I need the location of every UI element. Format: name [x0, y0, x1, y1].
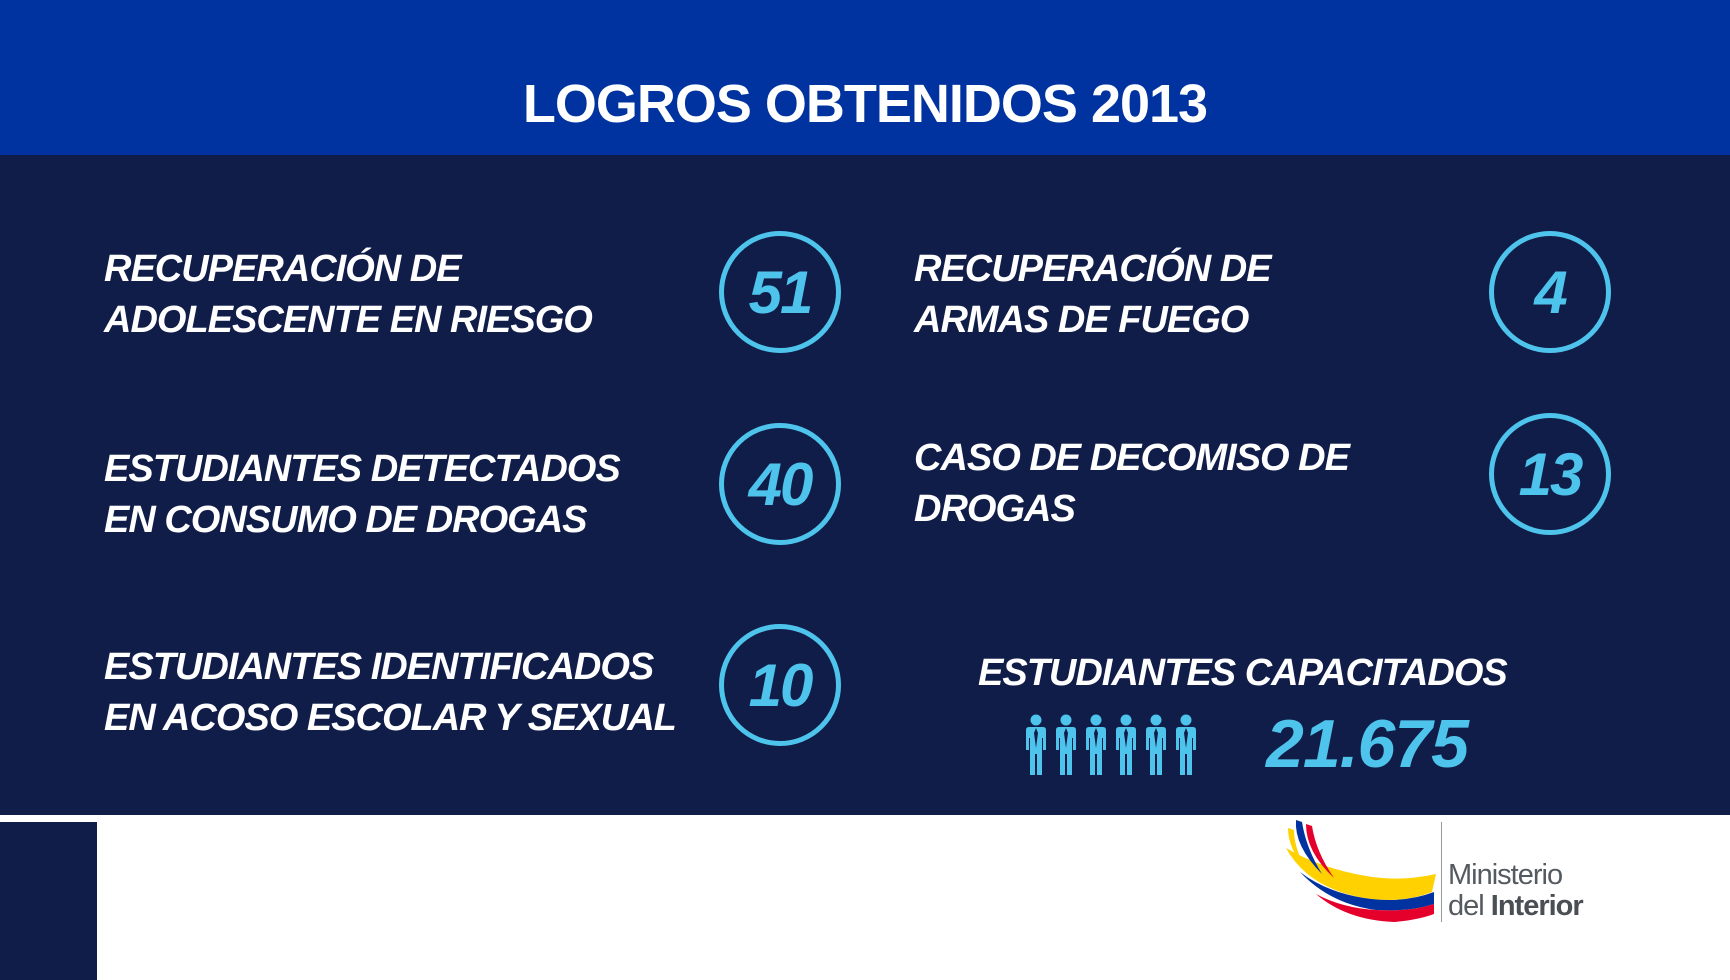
stat-label-acoso: ESTUDIANTES IDENTIFICADOS EN ACOSO ESCOL…: [104, 646, 677, 739]
trained-students-value: 21.675: [1266, 706, 1469, 782]
trained-students-label: ESTUDIANTES CAPACITADOS: [978, 652, 1508, 694]
flag-ribbon-logo: [1286, 820, 1436, 922]
stat-label-armas: RECUPERACIÓN DE ARMAS DE FUEGO: [914, 248, 1272, 341]
header-bar: [0, 0, 1730, 155]
logo-divider: [1441, 822, 1442, 922]
stats-panel: [0, 155, 1730, 815]
page-title: LOGROS OBTENIDOS 2013: [522, 74, 1208, 134]
stat-label-decomiso: CASO DE DECOMISO DE DROGAS: [914, 437, 1350, 530]
stat-circle-decomiso: 13: [1489, 413, 1611, 535]
stat-circle-acoso: 10: [719, 624, 841, 746]
stat-label-adolescentes: RECUPERACIÓN DE ADOLESCENTE EN RIESGO: [104, 248, 593, 341]
people-icon: [1026, 714, 1196, 775]
footer-accent-block: [0, 822, 97, 980]
stat-circle-adolescentes: 51: [719, 231, 841, 353]
stat-label-drogas-consumo: ESTUDIANTES DETECTADOS EN CONSUMO DE DRO…: [104, 448, 621, 541]
stat-circle-armas: 4: [1489, 231, 1611, 353]
stat-circle-drogas-consumo: 40: [719, 423, 841, 545]
ministry-logo-text: Ministerio del Interior: [1448, 859, 1584, 922]
